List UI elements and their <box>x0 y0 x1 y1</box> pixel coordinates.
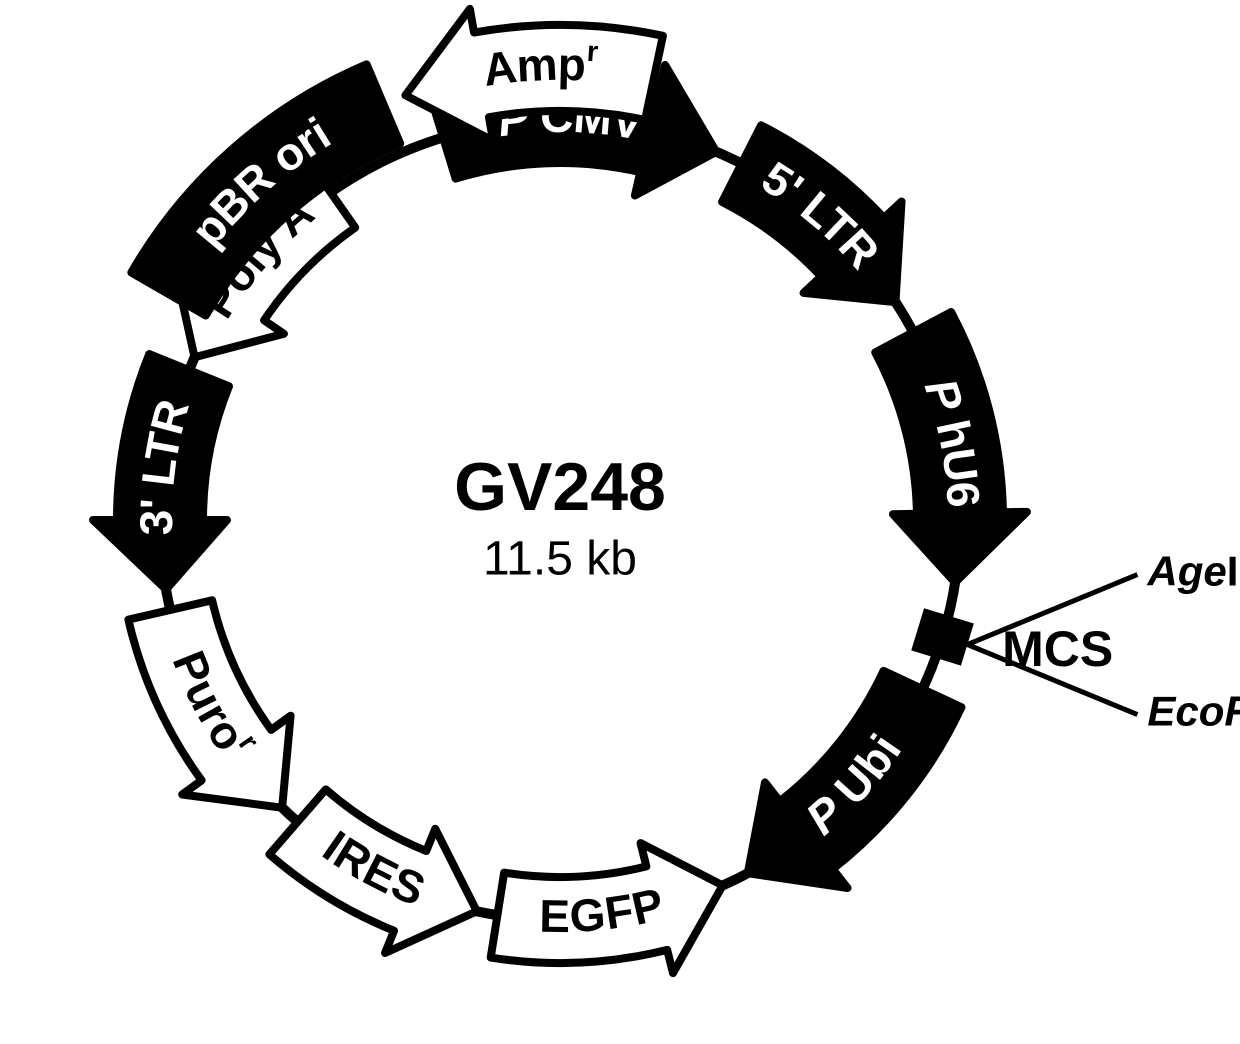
segment-puro: Puror <box>128 600 290 807</box>
segment-label-amp: Ampr <box>480 35 599 96</box>
mcs-tick <box>918 629 968 644</box>
segment-ires: IRES <box>269 789 476 953</box>
plasmid-title: GV248 <box>454 449 666 525</box>
enzyme-label-1: EcoRI <box>1147 688 1240 735</box>
segment-ltr3: 3' LTR <box>93 354 229 589</box>
plasmid-diagram: P CMV5' LTRP hU6P UbiEGFPIRESPuror3' LTR… <box>0 0 1240 1044</box>
mcs-label: MCS <box>1002 621 1113 677</box>
plasmid-subtitle: 11.5 kb <box>483 533 637 586</box>
segment-ltr5: 5' LTR <box>722 125 901 302</box>
enzyme-label-0: AgeI <box>1146 548 1238 595</box>
segment-egfp: EGFP <box>491 843 723 973</box>
segment-phu6: P hU6 <box>875 312 1027 583</box>
segment-pubi: P Ubi <box>748 671 962 888</box>
